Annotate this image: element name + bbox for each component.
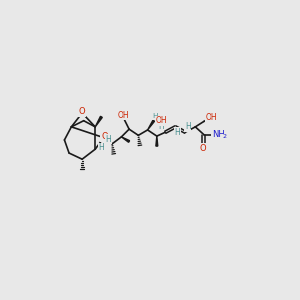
Text: H: H bbox=[185, 122, 191, 131]
Text: H: H bbox=[98, 143, 104, 152]
Text: OH: OH bbox=[156, 118, 167, 127]
Text: H: H bbox=[158, 122, 164, 131]
Text: 2: 2 bbox=[223, 134, 226, 140]
Text: H: H bbox=[175, 128, 181, 137]
Text: O: O bbox=[101, 132, 108, 141]
Polygon shape bbox=[95, 116, 102, 127]
Text: H: H bbox=[152, 113, 158, 119]
Text: NH: NH bbox=[212, 130, 225, 139]
Text: OH: OH bbox=[206, 113, 217, 122]
Text: O: O bbox=[78, 107, 85, 116]
Polygon shape bbox=[156, 136, 158, 146]
Polygon shape bbox=[148, 120, 154, 130]
Polygon shape bbox=[122, 137, 130, 142]
Text: O: O bbox=[200, 144, 206, 153]
Text: OH: OH bbox=[156, 116, 167, 125]
Text: H: H bbox=[105, 135, 111, 144]
Text: OH: OH bbox=[117, 111, 129, 120]
Text: O: O bbox=[79, 107, 86, 116]
